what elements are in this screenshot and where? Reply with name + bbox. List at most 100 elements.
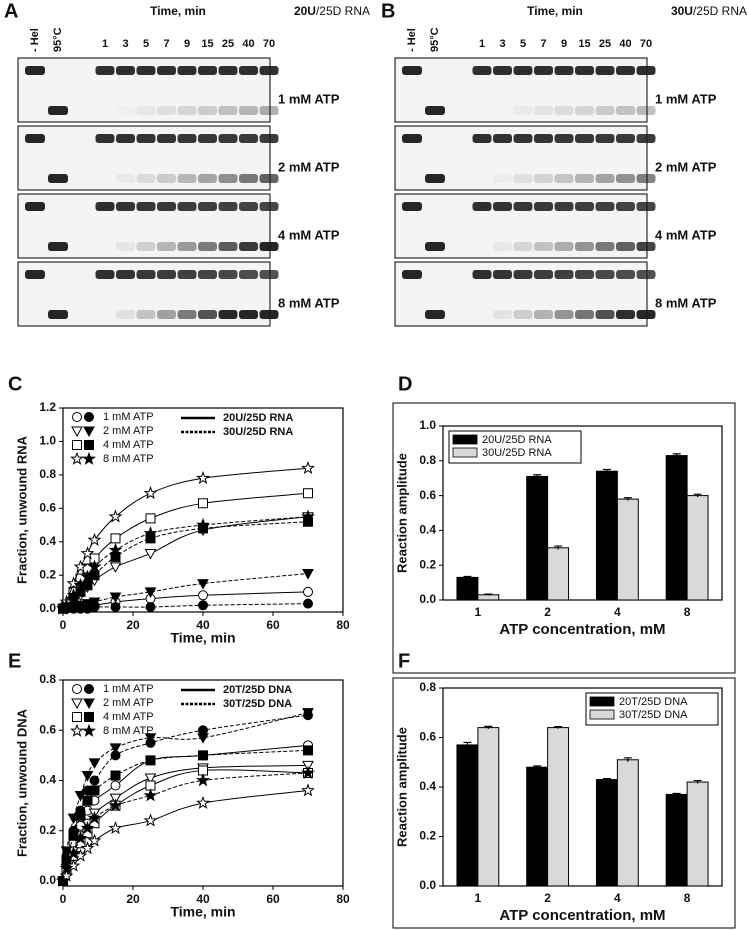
marker: [108, 820, 123, 835]
gel-band: [513, 270, 533, 279]
y-tick-label: 0.6: [419, 488, 436, 502]
bar: [477, 727, 500, 887]
gel-band: [157, 174, 176, 183]
gel-band: [493, 202, 512, 211]
marker: [145, 601, 156, 612]
x-tick-label: 80: [336, 892, 350, 906]
bar: [665, 793, 688, 887]
marker: [89, 785, 100, 796]
bar: [686, 495, 709, 601]
lane-label: 95°C: [52, 27, 64, 52]
gel-band: [95, 270, 115, 279]
gel-band: [616, 310, 635, 319]
gel-band: [116, 202, 135, 211]
gel-band: [25, 134, 45, 143]
marker: [109, 592, 122, 603]
panel-letter: D: [398, 373, 412, 395]
y-tick-label: 0.8: [419, 453, 436, 467]
bar: [595, 470, 618, 601]
error-bar: [533, 474, 542, 479]
legend-marker: [70, 451, 84, 465]
marker: [197, 733, 209, 744]
marker: [82, 795, 93, 806]
marker: [108, 798, 123, 812]
marker: [73, 831, 88, 845]
gel-band: [595, 202, 615, 211]
marker: [110, 770, 121, 781]
y-axis-label: Reaction amplitude: [394, 727, 409, 847]
panel-letter: C: [8, 373, 22, 395]
gel-band: [554, 270, 574, 279]
condition-label: 1 mM ATP: [655, 91, 717, 106]
marker: [87, 810, 102, 825]
gel-band: [513, 106, 533, 115]
x-tick-label: 8: [684, 605, 691, 619]
time-label: 7: [163, 38, 169, 50]
marker: [143, 526, 158, 540]
legend-label: 4 mM ATP: [103, 439, 154, 451]
gel-band: [198, 242, 217, 251]
marker: [109, 743, 122, 754]
condition-label: 2 mM ATP: [655, 159, 717, 174]
gel-band: [425, 242, 445, 251]
marker: [301, 765, 315, 779]
gel-band: [636, 270, 656, 279]
bar: [686, 781, 709, 887]
marker: [143, 813, 158, 827]
time-label: 70: [263, 38, 275, 50]
bar: [456, 744, 479, 887]
substrate-rest: /25D RNA: [693, 4, 747, 18]
gel-band: [402, 66, 422, 75]
gel-band: [636, 106, 656, 115]
gel-band: [595, 106, 615, 115]
legend-label: 2 mM ATP: [103, 697, 154, 709]
legend-label: 30U/25D RNA: [223, 426, 293, 438]
gel-band: [239, 106, 258, 115]
legend-label: 4 mM ATP: [103, 711, 154, 723]
legend-label: 8 mM ATP: [103, 725, 154, 737]
error-bar: [672, 453, 681, 458]
y-tick-label: 1.0: [39, 434, 56, 448]
gel-band: [259, 66, 279, 75]
marker: [197, 579, 209, 590]
substrate-bold: 20U: [294, 4, 316, 18]
gel-band: [636, 174, 656, 183]
time-label: 3: [122, 38, 128, 50]
x-tick-label: 80: [336, 618, 350, 632]
y-tick-label: 1.0: [419, 418, 436, 432]
panel-letter: F: [398, 650, 410, 672]
gel-band: [425, 310, 445, 319]
legend-label: 30T/25D DNA: [619, 709, 688, 721]
y-tick-label: 0.6: [39, 500, 56, 514]
y-axis-label: Fraction, unwound RNA: [14, 435, 29, 584]
gel-band: [575, 242, 594, 251]
gel-band: [575, 134, 594, 143]
marker: [196, 795, 210, 809]
marker: [145, 513, 156, 524]
marker: [75, 810, 86, 821]
gel-band: [198, 310, 217, 319]
gel-band: [554, 66, 574, 75]
gel-band: [136, 134, 156, 143]
gel-band: [177, 66, 197, 75]
error-bar: [672, 792, 681, 796]
marker: [87, 833, 102, 847]
marker: [87, 532, 102, 546]
marker: [66, 576, 81, 590]
bar: [547, 547, 570, 601]
error-bar: [602, 468, 611, 473]
error-bar: [602, 777, 611, 781]
x-tick-label: 40: [196, 892, 210, 906]
gel-band: [595, 310, 615, 319]
legend-swatch: [452, 447, 478, 458]
gel-band: [616, 66, 635, 75]
marker: [66, 846, 81, 860]
time-label: 40: [242, 38, 254, 50]
plot-frame: [442, 425, 723, 601]
gel-band: [48, 106, 68, 115]
bar: [616, 498, 639, 601]
error-bar: [484, 725, 493, 729]
x-tick-label: 8: [684, 891, 691, 905]
legend-marker: [71, 426, 83, 438]
y-tick-label: 0.4: [419, 523, 436, 537]
